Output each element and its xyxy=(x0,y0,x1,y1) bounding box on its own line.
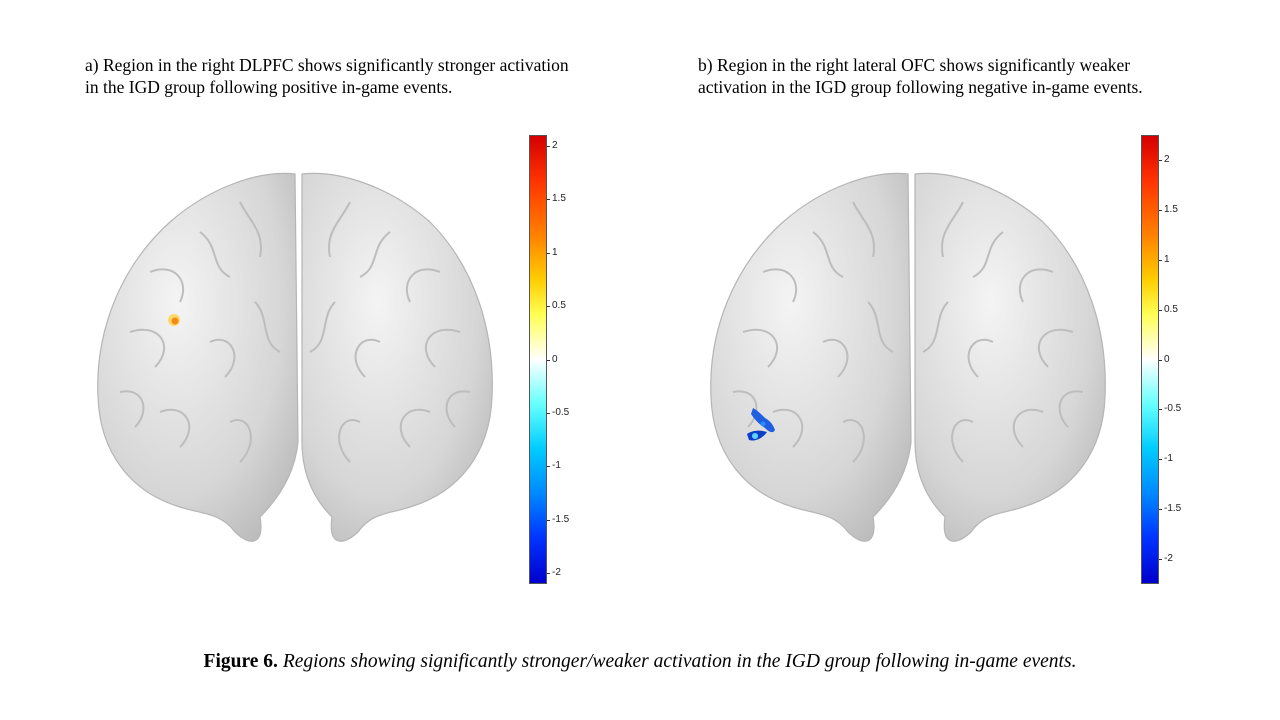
colorbar-tick: -0.5 xyxy=(1158,403,1182,415)
colorbar-tick: 1 xyxy=(1159,253,1170,265)
colorbar-tick: 2 xyxy=(547,139,558,151)
colorbar-tick: 1 xyxy=(547,246,558,258)
brain-render-a xyxy=(97,172,493,542)
colorbar-tick: -2 xyxy=(1159,553,1173,565)
panel-b-caption: b) Region in the right lateral OFC shows… xyxy=(698,55,1143,97)
panel-a-caption: a) Region in the right DLPFC shows signi… xyxy=(85,55,569,97)
colorbar-b xyxy=(1141,135,1159,584)
colorbar-tick: 1.5 xyxy=(547,193,566,205)
figure-caption-text: Regions showing significantly stronger/w… xyxy=(282,651,1077,672)
colorbar-tick: -1 xyxy=(1159,453,1173,465)
colorbar-a xyxy=(529,135,547,584)
colorbar-tick: 1.5 xyxy=(1159,203,1178,215)
brain-right-hemisphere xyxy=(301,172,493,542)
colorbar-tick: -1 xyxy=(547,460,561,472)
colorbar-tick: 0.5 xyxy=(547,300,566,312)
figure-caption: Figure 6. Regions showing significantly … xyxy=(0,651,1280,673)
brain-right-hemisphere xyxy=(914,172,1106,542)
figure-label: Figure 6. xyxy=(203,651,278,672)
activation-blob-ofc xyxy=(747,408,775,441)
colorbar-tick: -1.5 xyxy=(546,513,570,525)
activation-blob-dlpfc xyxy=(168,314,180,326)
brain-left-hemisphere xyxy=(710,172,912,542)
colorbar-tick: 0.5 xyxy=(1159,303,1178,315)
colorbar-tick: -2 xyxy=(547,567,561,579)
brain-left-hemisphere xyxy=(97,172,299,542)
colorbar-tick: 0 xyxy=(1159,353,1170,365)
colorbar-tick: 2 xyxy=(1159,153,1170,165)
colorbar-tick: -1.5 xyxy=(1158,503,1182,515)
brain-render-b xyxy=(710,172,1106,542)
colorbar-tick: 0 xyxy=(547,353,558,365)
colorbar-tick: -0.5 xyxy=(546,406,570,418)
